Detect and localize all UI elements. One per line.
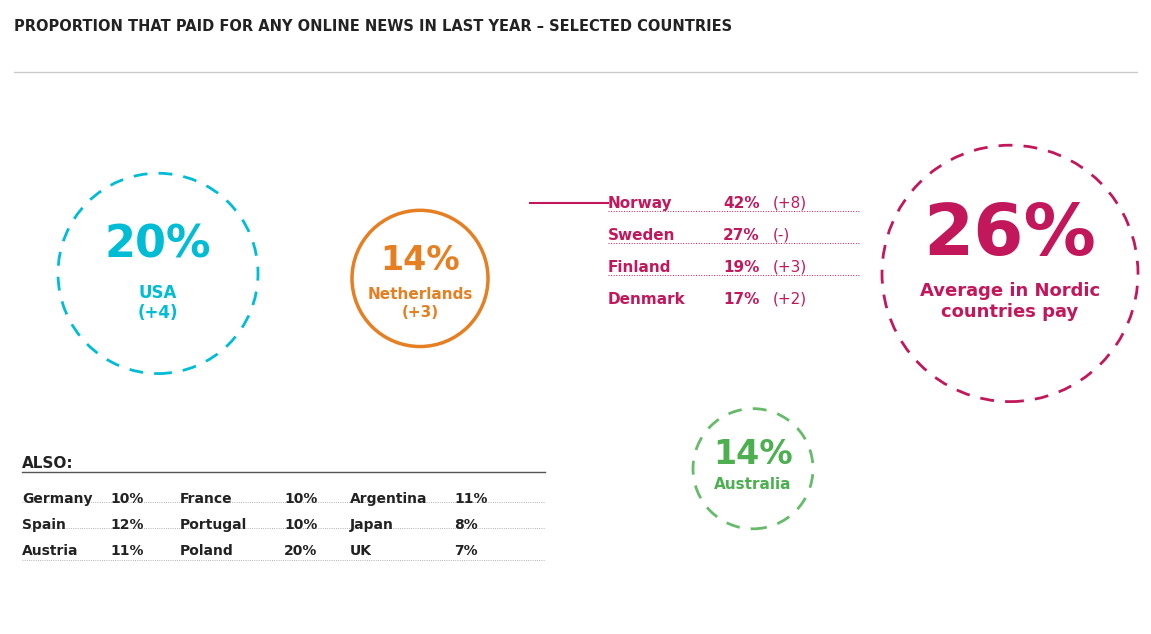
- Text: 27%: 27%: [723, 228, 760, 243]
- Text: 20%: 20%: [284, 544, 318, 558]
- Text: (+3): (+3): [773, 260, 807, 275]
- Text: Sweden: Sweden: [608, 228, 676, 243]
- Text: 14%: 14%: [714, 438, 793, 471]
- Text: 10%: 10%: [284, 518, 318, 532]
- Text: Austria: Austria: [22, 544, 78, 558]
- Text: 8%: 8%: [453, 518, 478, 532]
- Text: (+4): (+4): [138, 304, 178, 323]
- Text: Argentina: Argentina: [350, 492, 427, 506]
- Text: 11%: 11%: [453, 492, 488, 506]
- Text: 12%: 12%: [110, 518, 144, 532]
- Text: Norway: Norway: [608, 196, 672, 210]
- Text: Japan: Japan: [350, 518, 394, 532]
- Text: Finland: Finland: [608, 260, 671, 275]
- Text: UK: UK: [350, 544, 372, 558]
- Text: 11%: 11%: [110, 544, 144, 558]
- Text: PROPORTION THAT PAID FOR ANY ONLINE NEWS IN LAST YEAR – SELECTED COUNTRIES: PROPORTION THAT PAID FOR ANY ONLINE NEWS…: [14, 19, 732, 34]
- Text: Portugal: Portugal: [180, 518, 247, 532]
- Text: 10%: 10%: [284, 492, 318, 506]
- Text: Germany: Germany: [22, 492, 92, 506]
- Text: Denmark: Denmark: [608, 292, 686, 307]
- Text: 17%: 17%: [723, 292, 760, 307]
- Text: Poland: Poland: [180, 544, 234, 558]
- Text: Spain: Spain: [22, 518, 66, 532]
- Text: 26%: 26%: [923, 201, 1097, 270]
- Text: 14%: 14%: [380, 244, 459, 277]
- Text: (+3): (+3): [402, 305, 439, 320]
- Text: 7%: 7%: [453, 544, 478, 558]
- Text: Average in Nordic
countries pay: Average in Nordic countries pay: [920, 282, 1100, 321]
- Text: 20%: 20%: [105, 224, 212, 267]
- Text: (+8): (+8): [773, 196, 807, 210]
- Text: Australia: Australia: [715, 477, 792, 492]
- Text: France: France: [180, 492, 233, 506]
- Text: Netherlands: Netherlands: [367, 287, 473, 302]
- Text: 10%: 10%: [110, 492, 144, 506]
- Text: (-): (-): [773, 228, 791, 243]
- Text: ALSO:: ALSO:: [22, 456, 74, 470]
- Text: 42%: 42%: [723, 196, 760, 210]
- Text: 19%: 19%: [723, 260, 760, 275]
- Text: USA: USA: [139, 285, 177, 302]
- Text: (+2): (+2): [773, 292, 807, 307]
